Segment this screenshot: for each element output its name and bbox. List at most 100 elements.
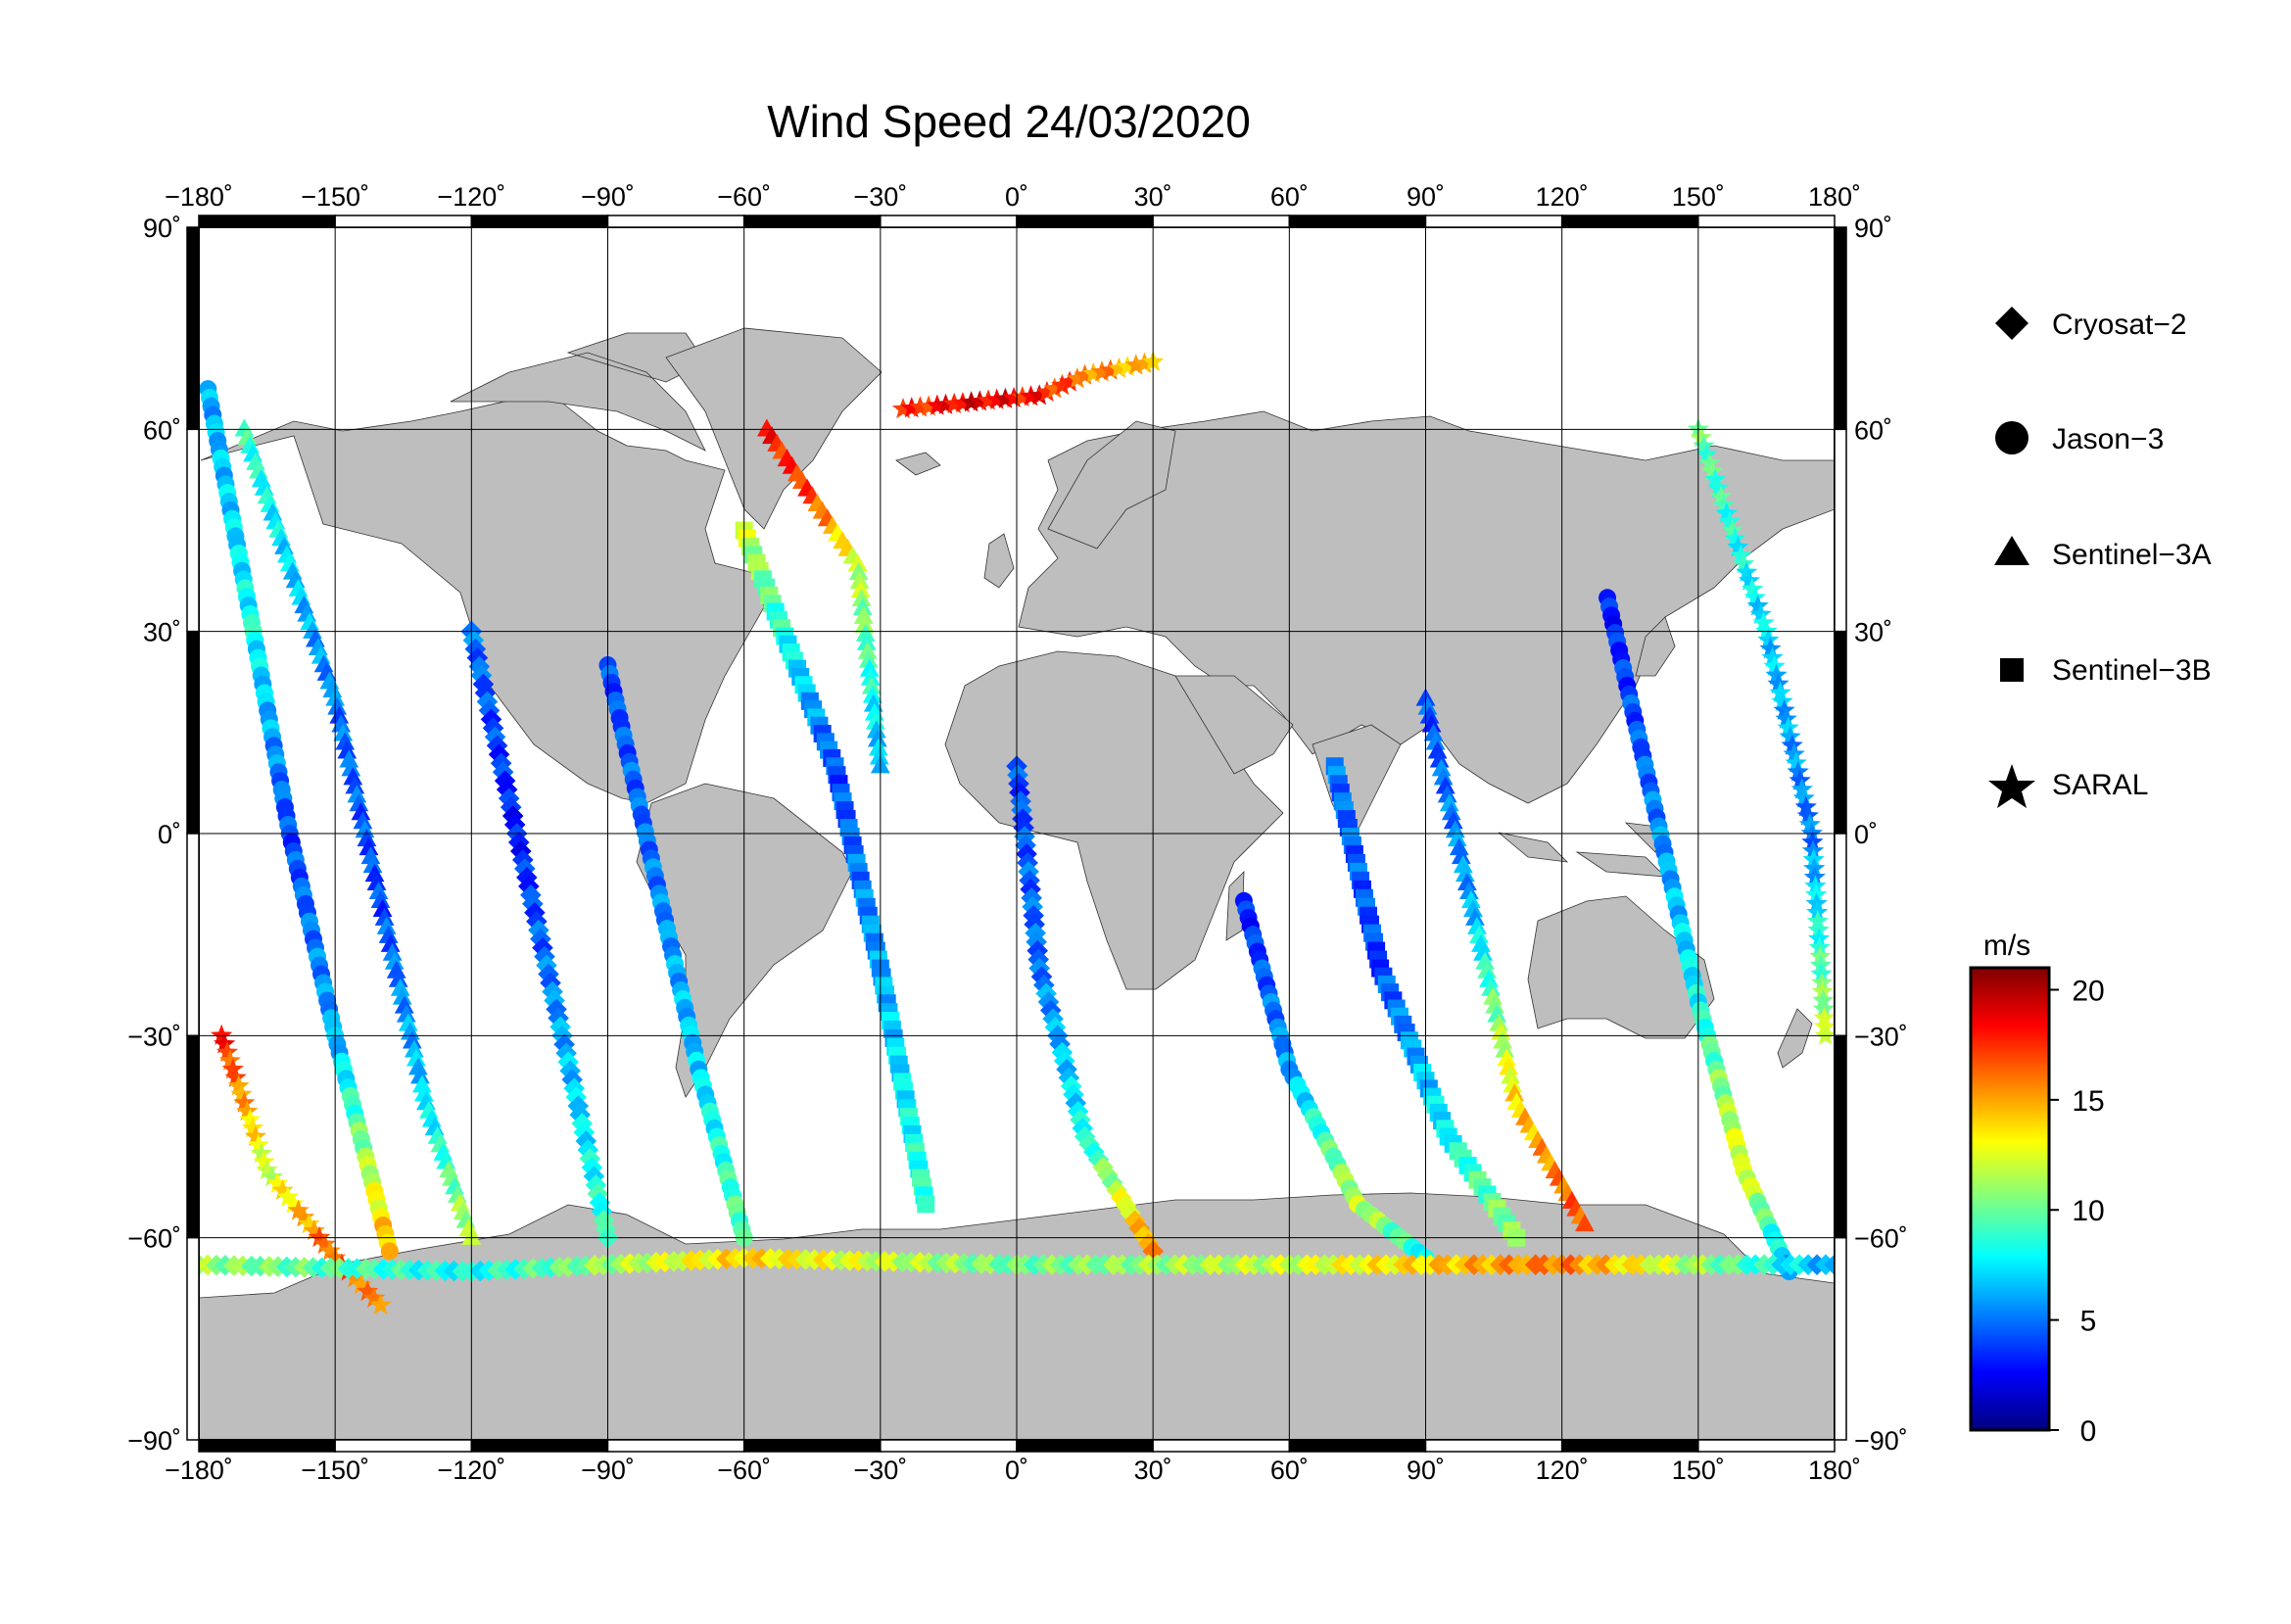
square-icon [2000, 658, 2024, 682]
satellite-track [199, 380, 399, 1261]
y-tick-label-left: −30˚ [127, 1022, 181, 1051]
star-marker [239, 1108, 262, 1129]
triangle-marker [861, 676, 882, 694]
diamond-marker [593, 1209, 615, 1231]
frame-band-top [1697, 215, 1836, 228]
triangle-marker [859, 658, 880, 677]
star-marker [215, 1040, 239, 1062]
star-marker [994, 387, 1017, 408]
triangle-marker [868, 738, 888, 756]
frame-band-top [198, 215, 336, 228]
star-marker [1108, 357, 1130, 378]
x-tick-label-bottom: 150˚ [1672, 1456, 1725, 1485]
satellite-track [460, 620, 619, 1249]
diamond-marker [542, 980, 563, 1003]
star-marker [218, 1049, 242, 1071]
axis-tick-labels: −180˚ −180˚ −150˚ −150˚ −120˚ −120˚ −90˚ −90˚ −6… [127, 182, 1908, 1485]
star-marker [1813, 1006, 1835, 1027]
satellite-track [211, 1024, 392, 1314]
star-marker [1035, 380, 1059, 402]
y-tick-label-left: 60˚ [143, 415, 181, 445]
star-marker [1028, 384, 1051, 406]
triangle-marker [1453, 855, 1473, 874]
arabia [1174, 675, 1294, 775]
triangle-marker [1499, 1057, 1519, 1075]
triangle-marker [339, 749, 359, 768]
triangle-marker [847, 553, 868, 572]
star-marker [1743, 586, 1766, 607]
x-tick-label-top: −120˚ [437, 182, 505, 212]
triangle-marker [378, 925, 399, 943]
star-marker [1746, 595, 1769, 616]
x-tick-label-top: −180˚ [165, 182, 233, 212]
frame-band-left [186, 1034, 200, 1239]
star-marker [1727, 535, 1749, 557]
triangle-marker [1417, 696, 1438, 715]
frame-band-right [1834, 1034, 1847, 1239]
star-marker [1712, 494, 1736, 515]
frame-band-top [1560, 215, 1699, 228]
triangle-marker [1481, 978, 1501, 996]
x-tick-label-bottom: 60˚ [1270, 1456, 1309, 1485]
triangle-marker [1483, 986, 1503, 1005]
y-tick-label-right: 30˚ [1854, 618, 1892, 647]
triangle-marker [1485, 995, 1504, 1014]
star-marker [951, 391, 975, 413]
star-marker [1771, 690, 1793, 711]
y-tick-label-left: 0˚ [158, 820, 181, 849]
australia [1527, 895, 1715, 1039]
circle-icon [1995, 421, 2028, 454]
triangle-marker [329, 705, 350, 724]
diamond-marker [488, 743, 510, 766]
frame-band-right [1834, 1236, 1847, 1441]
legend-item-cryosat: Cryosat−2 [1995, 307, 2187, 341]
star-marker [917, 395, 940, 416]
star-marker [1718, 510, 1741, 532]
x-tick-label-bottom: −150˚ [301, 1456, 369, 1485]
frame-band-bottom [1560, 1439, 1699, 1453]
x-tick-label-bottom: −120˚ [437, 1456, 505, 1485]
star-marker [1704, 468, 1727, 490]
altimeter-tracks [199, 350, 1835, 1314]
triangle-marker [1427, 740, 1448, 759]
diamond-marker [524, 901, 546, 924]
satellite-track [598, 656, 753, 1247]
triangle-marker [1495, 1039, 1515, 1058]
circle-marker [380, 1242, 399, 1261]
legend-label: Jason−3 [2052, 423, 2164, 455]
star-marker [287, 1199, 310, 1220]
triangle-marker [407, 1057, 428, 1075]
triangle-marker [1441, 802, 1461, 821]
x-tick-label-top: 30˚ [1134, 182, 1172, 212]
diamond-marker [581, 1157, 603, 1178]
satellite-track [735, 521, 935, 1214]
star-marker [318, 1239, 341, 1261]
star-marker [1813, 1015, 1835, 1036]
x-tick-label-top: −150˚ [301, 182, 369, 212]
triangle-marker [370, 889, 391, 908]
triangle-marker [1460, 889, 1481, 908]
star-marker [1792, 787, 1815, 808]
triangle-marker [388, 969, 408, 987]
star-marker [1043, 377, 1066, 399]
star-marker [1133, 352, 1156, 373]
x-tick-label-top: −30˚ [853, 182, 907, 212]
triangle-marker [331, 714, 352, 733]
triangle-marker [856, 632, 877, 650]
square-marker [917, 1195, 935, 1214]
star-marker [1783, 742, 1805, 764]
star-marker [1798, 813, 1821, 835]
y-tick-label-right: −30˚ [1854, 1022, 1908, 1051]
triangle-marker [850, 580, 871, 598]
y-tick-label-right: −60˚ [1854, 1224, 1908, 1254]
colorbar-unit: m/s [1983, 930, 2030, 962]
x-tick-label-top: −90˚ [581, 182, 635, 212]
satellite-track [1234, 891, 1435, 1267]
star-marker [303, 1219, 325, 1241]
frame-band-top [1424, 215, 1563, 228]
triangle-marker [854, 614, 875, 633]
triangle-marker [1458, 882, 1479, 900]
star-marker [1124, 354, 1147, 375]
y-tick-label-right: −90˚ [1854, 1426, 1908, 1456]
